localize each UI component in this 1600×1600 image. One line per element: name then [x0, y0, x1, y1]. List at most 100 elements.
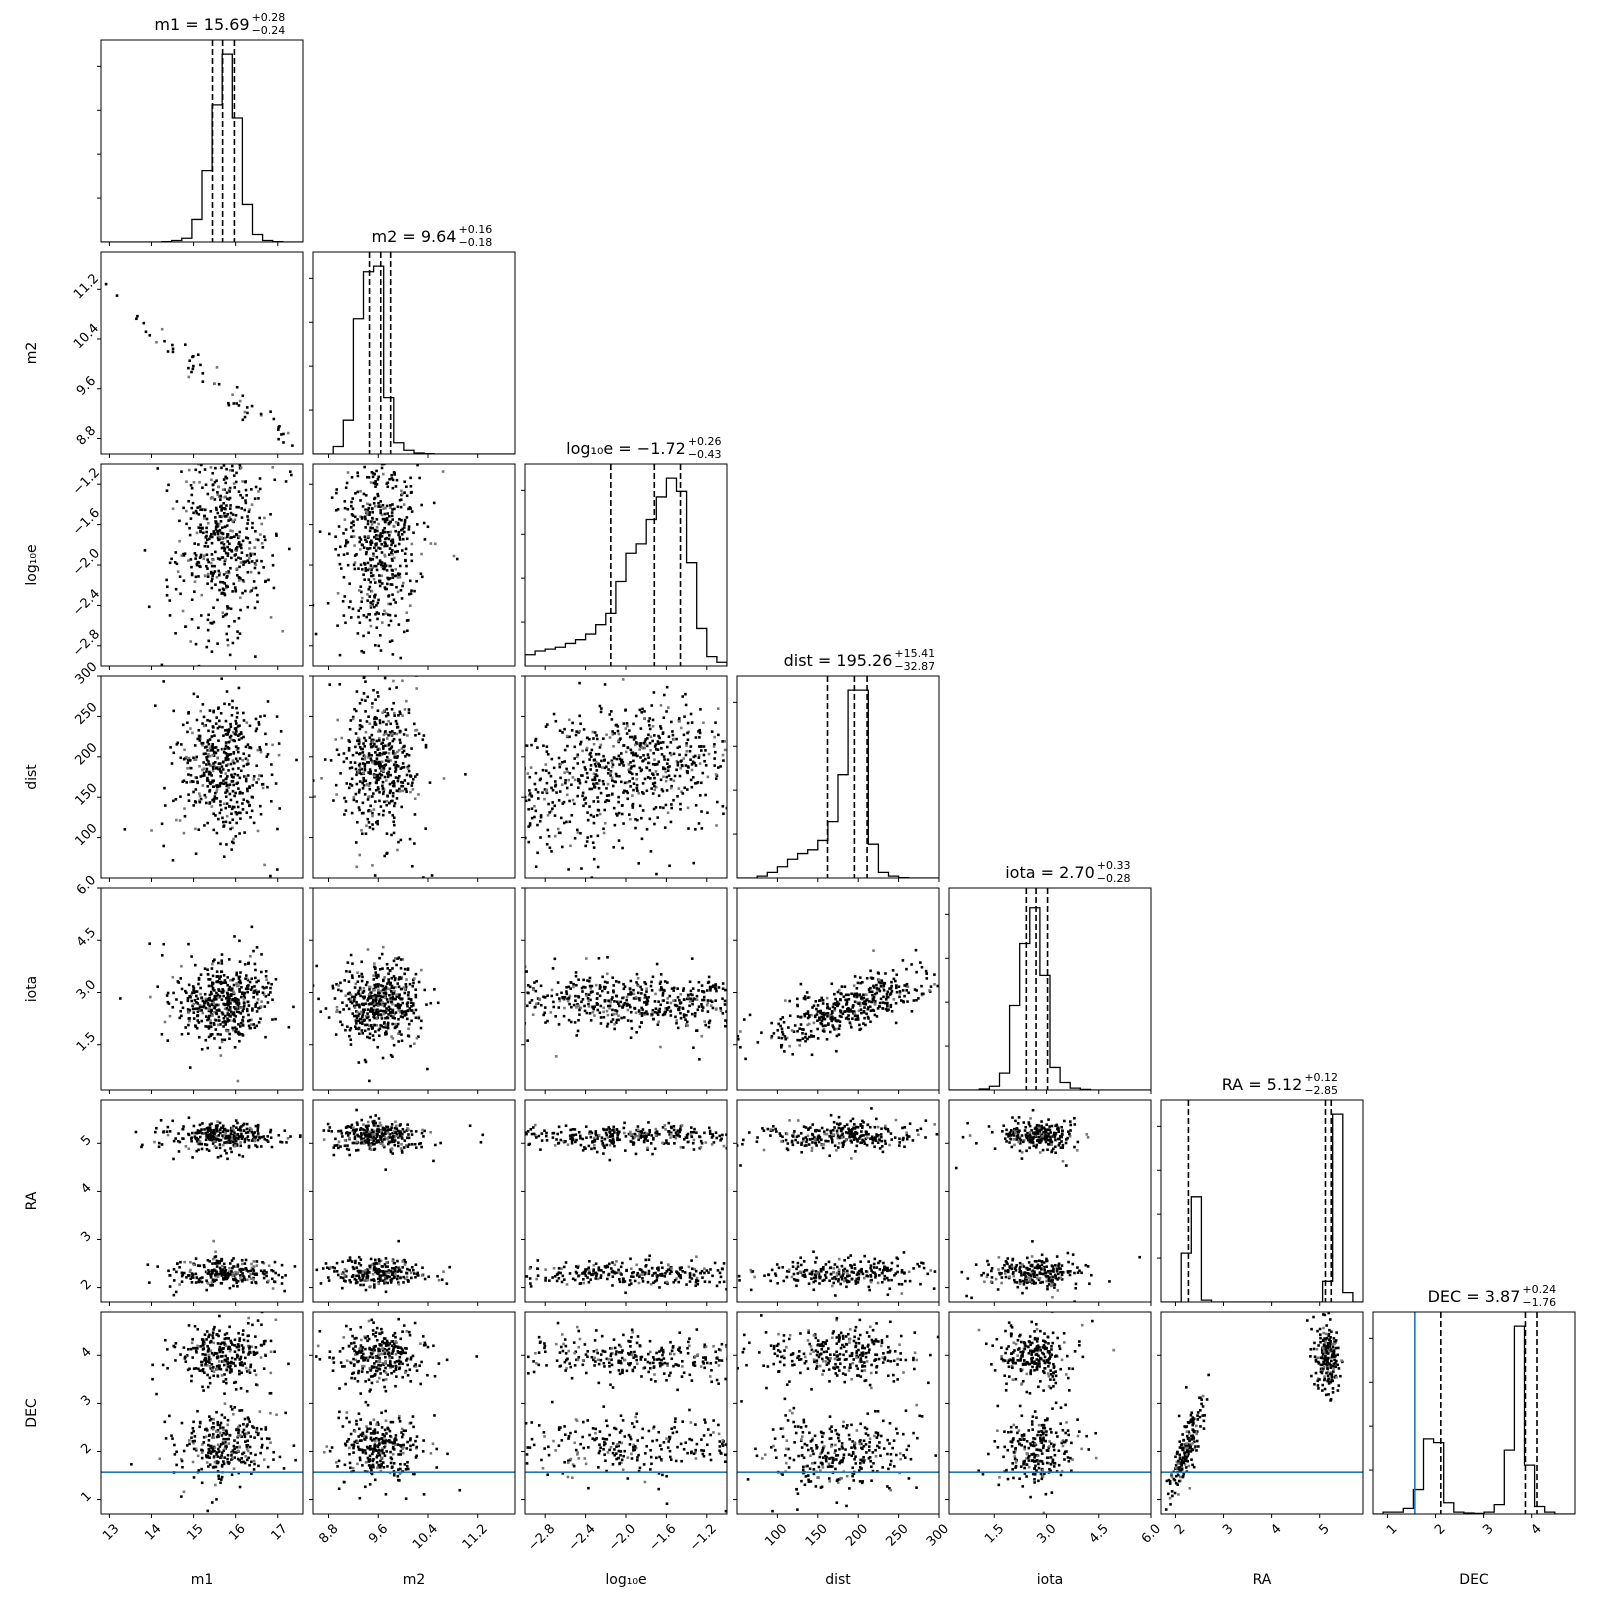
panel-title-dist: dist = 195.26 [784, 651, 893, 670]
x-tick-label-DEC: 4 [1528, 1521, 1544, 1537]
x-tick-label-m1: 16 [226, 1521, 248, 1543]
x-axis-label-dist: dist [825, 1572, 851, 1588]
scatter-points [737, 948, 939, 1061]
y-tick-label-m2: 10.4 [71, 321, 102, 352]
scatter-panel-m2-DEC: 8.8 9.6 10.4 11.2 [309, 1311, 516, 1553]
scatter-panel-log10e-RA [521, 1099, 728, 1306]
y-tick-label-m2: 8.8 [74, 423, 99, 448]
x-tick-label-m1: 13 [100, 1521, 122, 1543]
scatter-points [134, 1116, 302, 1297]
y-tick-label-RA: 4 [78, 1181, 94, 1197]
scatter-points [143, 464, 293, 666]
scatter-points [525, 1321, 727, 1513]
scatter-panel-dist-iota [733, 887, 940, 1094]
y-tick-label-DEC: 1 [78, 1489, 94, 1505]
panel-title-m2: m2 = 9.64 [372, 227, 457, 246]
y-axis-label-log10e: log₁₀e [24, 544, 40, 585]
scatter-points [525, 1120, 727, 1295]
y-tick-label-dist: 250 [72, 700, 100, 728]
y-tick-label-dist: 150 [72, 781, 100, 809]
title-err-plus-m1: +0.28 [252, 11, 286, 24]
scatter-points [130, 1312, 297, 1513]
hist-panel-dist: dist = 195.26 +15.41−32.87 [733, 647, 940, 882]
y-tick-label-log10e: −1.6 [70, 506, 103, 539]
panel-frame [100, 39, 304, 243]
panel-frame [100, 1311, 304, 1515]
scatter-panel-m2-dist [309, 675, 516, 882]
scatter-points [313, 464, 459, 660]
panel-title-RA: RA = 5.12 [1222, 1075, 1303, 1094]
panel-frame [948, 1099, 1152, 1303]
panel-frame [736, 1311, 940, 1515]
hist-panel-m1: m1 = 15.69 +0.28−0.24 [97, 11, 304, 246]
scatter-panel-m2-iota [309, 887, 516, 1094]
x-tick-label-log10e: −1.6 [647, 1521, 680, 1554]
title-err-plus-log10e: +0.26 [688, 435, 722, 448]
hist-panel-iota: iota = 2.70 +0.33−0.28 [945, 859, 1152, 1094]
histogram-dist [737, 689, 939, 878]
scatter-points [977, 1312, 1115, 1514]
scatter-points [314, 1317, 479, 1500]
panel-frame [100, 675, 304, 879]
x-tick-label-RA: 4 [1268, 1521, 1284, 1537]
scatter-points [525, 678, 727, 878]
x-tick-label-DEC: 3 [1480, 1521, 1496, 1537]
y-axis-label-DEC: DEC [24, 1398, 40, 1428]
panel-frame [524, 887, 728, 1091]
title-err-plus-RA: +0.12 [1304, 1071, 1338, 1084]
panel-frame [1160, 1311, 1364, 1515]
panel-title-iota: iota = 2.70 [1005, 863, 1095, 882]
histogram-log10e [525, 477, 727, 666]
scatter-panel-dist-DEC: 100 150 200 250 300 [733, 1311, 952, 1550]
panel-frame [948, 1311, 1152, 1515]
y-tick-label-iota: 1.5 [74, 1030, 99, 1055]
x-tick-label-dist: 200 [843, 1521, 871, 1549]
x-tick-label-DEC: 2 [1432, 1521, 1448, 1537]
y-axis-label-iota: iota [24, 976, 40, 1003]
scatter-panel-m1-dist: 100 150 200 250 300 [72, 659, 304, 882]
hist-panel-m2: m2 = 9.64 +0.16−0.18 [309, 223, 516, 458]
scatter-panel-iota-RA [945, 1099, 1152, 1306]
scatter-panel-m1-RA: 2 3 4 5 [78, 1099, 304, 1306]
x-tick-label-log10e: −1.2 [687, 1521, 720, 1554]
y-tick-label-log10e: −1.2 [70, 465, 103, 498]
title-err-minus-dist: −32.87 [894, 660, 935, 673]
panel-frame [312, 887, 516, 1091]
y-tick-label-DEC: 4 [78, 1345, 94, 1361]
panel-frame [100, 887, 304, 1091]
scatter-points [1164, 1312, 1344, 1511]
title-err-plus-iota: +0.33 [1097, 859, 1131, 872]
x-tick-label-m1: 17 [268, 1521, 290, 1543]
panel-title-m1: m1 = 15.69 [154, 15, 249, 34]
title-err-minus-m1: −0.24 [252, 24, 286, 37]
x-tick-label-iota: 4.5 [1087, 1521, 1112, 1546]
y-tick-label-m2: 11.2 [71, 271, 102, 302]
histogram-DEC [1373, 1325, 1575, 1514]
panel-frame [312, 675, 516, 879]
x-tick-label-m2: 11.2 [460, 1521, 491, 1552]
panel-frame [736, 887, 940, 1091]
x-tick-label-m1: 14 [142, 1521, 164, 1543]
x-tick-label-iota: 3.0 [1034, 1521, 1059, 1546]
scatter-panel-log10e-iota [521, 887, 728, 1094]
scatter-points [118, 925, 295, 1083]
scatter-panel-log10e-dist [521, 675, 728, 882]
scatter-points [313, 1108, 485, 1294]
x-tick-label-dist: 150 [803, 1521, 831, 1549]
panel-frame [100, 1099, 304, 1303]
y-tick-label-DEC: 3 [78, 1393, 94, 1409]
y-tick-label-RA: 5 [78, 1133, 94, 1149]
x-axis-label-iota: iota [1037, 1572, 1064, 1588]
scatter-panel-RA-DEC: 2 3 4 5 [1157, 1311, 1364, 1538]
x-tick-label-RA: 3 [1220, 1521, 1236, 1537]
hist-panel-log10e: log₁₀e = −1.72 +0.26−0.43 [521, 435, 728, 670]
x-axis-label-log10e: log₁₀e [605, 1572, 646, 1588]
x-tick-label-m2: 8.8 [316, 1521, 341, 1546]
histogram-iota [949, 907, 1151, 1090]
x-tick-label-m1: 15 [184, 1521, 206, 1543]
y-tick-label-iota: 3.0 [74, 977, 99, 1002]
scatter-points [954, 1108, 1141, 1302]
x-tick-label-iota: 6.0 [1139, 1521, 1164, 1546]
panel-frame [312, 1311, 516, 1515]
x-tick-label-iota: 1.5 [982, 1521, 1007, 1546]
